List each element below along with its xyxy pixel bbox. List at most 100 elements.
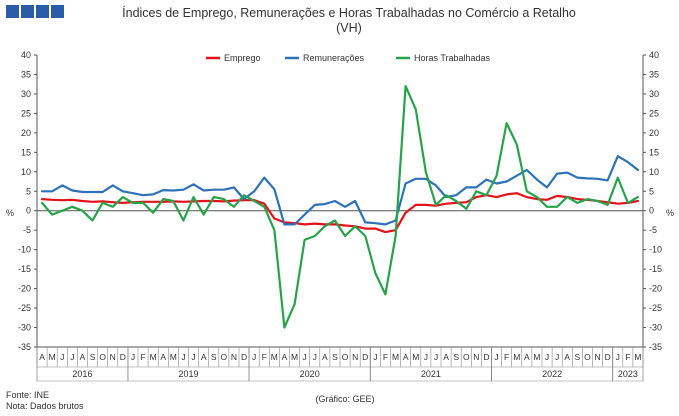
year-label: 2023: [618, 369, 638, 379]
x-tick-label: N: [231, 352, 237, 362]
x-tick-label: J: [545, 352, 549, 362]
x-tick-label: J: [373, 352, 377, 362]
x-tick-label: J: [252, 352, 256, 362]
x-tick-label: S: [211, 352, 217, 362]
y-tick-label-right: 40: [649, 50, 659, 60]
y-tick-label-right: -30: [649, 323, 662, 333]
data-note: Nota: Dados brutos: [6, 401, 84, 411]
x-tick-label: J: [616, 352, 620, 362]
y-tick-label-right: 20: [649, 128, 659, 138]
y-tick-label-right: 25: [649, 108, 659, 118]
y-tick-label-right: -20: [649, 284, 662, 294]
x-tick-label: J: [555, 352, 559, 362]
x-tick-label: M: [513, 352, 520, 362]
logo: [6, 5, 64, 18]
x-tick-label: A: [39, 352, 45, 362]
x-tick-label: S: [453, 352, 459, 362]
series-line-3: [40, 84, 640, 329]
x-tick-label: S: [90, 352, 96, 362]
x-tick-label: J: [60, 352, 64, 362]
y-tick-label-left: -25: [18, 303, 31, 313]
y-tick-label-right: 10: [649, 167, 659, 177]
y-tick-label-left: -5: [23, 225, 31, 235]
year-label: 2021: [421, 369, 441, 379]
x-tick-label: N: [352, 352, 358, 362]
x-tick-label: S: [575, 352, 581, 362]
y-tick-label-left: 10: [21, 167, 31, 177]
x-tick-label: M: [49, 352, 56, 362]
x-tick-label: O: [99, 352, 106, 362]
logo-block-3: [36, 5, 49, 18]
x-tick-label: F: [625, 352, 630, 362]
x-tick-label: A: [524, 352, 530, 362]
x-tick-label: D: [483, 352, 489, 362]
x-tick-label: S: [332, 352, 338, 362]
x-tick-label: O: [584, 352, 591, 362]
x-tick-label: M: [271, 352, 278, 362]
y-tick-label-right: 5: [649, 186, 654, 196]
x-tick-label: A: [443, 352, 449, 362]
x-tick-label: N: [594, 352, 600, 362]
x-tick-label: A: [160, 352, 166, 362]
chart-title-line2: (VH): [336, 21, 362, 35]
y-tick-label-left: -35: [18, 342, 31, 352]
x-tick-label: J: [303, 352, 307, 362]
y-tick-label-right: 35: [649, 69, 659, 79]
source-note: Fonte: INE: [6, 390, 49, 400]
x-tick-label: A: [403, 352, 409, 362]
y-tick-label-left: 15: [21, 147, 31, 157]
x-tick-label: J: [131, 352, 135, 362]
logo-block-4: [51, 5, 64, 18]
y-tick-label-left: 35: [21, 69, 31, 79]
x-tick-label: J: [181, 352, 185, 362]
x-tick-label: A: [80, 352, 86, 362]
x-tick-label: M: [634, 352, 641, 362]
x-tick-label: A: [322, 352, 328, 362]
x-tick-label: M: [533, 352, 540, 362]
y-tick-label-left: 20: [21, 128, 31, 138]
year-label: 2020: [300, 369, 320, 379]
x-tick-label: D: [605, 352, 611, 362]
x-tick-label: M: [412, 352, 419, 362]
chart-credit: (Gráfico: GEE): [315, 394, 374, 404]
x-tick-label: D: [362, 352, 368, 362]
x-tick-label: J: [434, 352, 438, 362]
x-tick-label: J: [424, 352, 428, 362]
legend-label-3: Horas Trabalhadas: [414, 53, 491, 63]
y-tick-label-left: 0: [26, 206, 31, 216]
x-tick-label: O: [221, 352, 228, 362]
x-tick-label: M: [170, 352, 177, 362]
y-tick-label-right: 15: [649, 147, 659, 157]
y-tick-label-left: 25: [21, 108, 31, 118]
x-tick-label: F: [262, 352, 267, 362]
y-tick-label-left: -10: [18, 245, 31, 255]
legend: Emprego Remunerações Horas Trabalhadas: [206, 53, 491, 63]
year-label: 2019: [178, 369, 198, 379]
x-tick-label: M: [150, 352, 157, 362]
y-unit-right: %: [666, 208, 674, 218]
y-tick-label-right: -25: [649, 303, 662, 313]
x-tick-label: F: [383, 352, 388, 362]
year-label: 2016: [72, 369, 92, 379]
x-tick-label: M: [392, 352, 399, 362]
x-tick-label: A: [201, 352, 207, 362]
y-tick-label-right: -10: [649, 245, 662, 255]
y-unit-left: %: [6, 208, 14, 218]
logo-block-2: [21, 5, 34, 18]
legend-label-2: Remunerações: [303, 53, 365, 63]
x-tick-label: M: [291, 352, 298, 362]
x-tick-label: N: [110, 352, 116, 362]
x-tick-label: O: [463, 352, 470, 362]
y-tick-label-right: -15: [649, 264, 662, 274]
x-tick-label: A: [282, 352, 288, 362]
x-tick-label: F: [504, 352, 509, 362]
y-tick-label-right: 30: [649, 89, 659, 99]
y-tick-label-left: 5: [26, 186, 31, 196]
plot-area: -35 -35 -30 -30 -25 -25 -20 -20 -15 -15 -10 -10 -5 -5…: [18, 50, 662, 382]
x-tick-label: F: [140, 352, 145, 362]
y-tick-label-right: -5: [649, 225, 657, 235]
x-tick-label: J: [70, 352, 74, 362]
x-tick-label: N: [473, 352, 479, 362]
y-tick-label-left: 30: [21, 89, 31, 99]
